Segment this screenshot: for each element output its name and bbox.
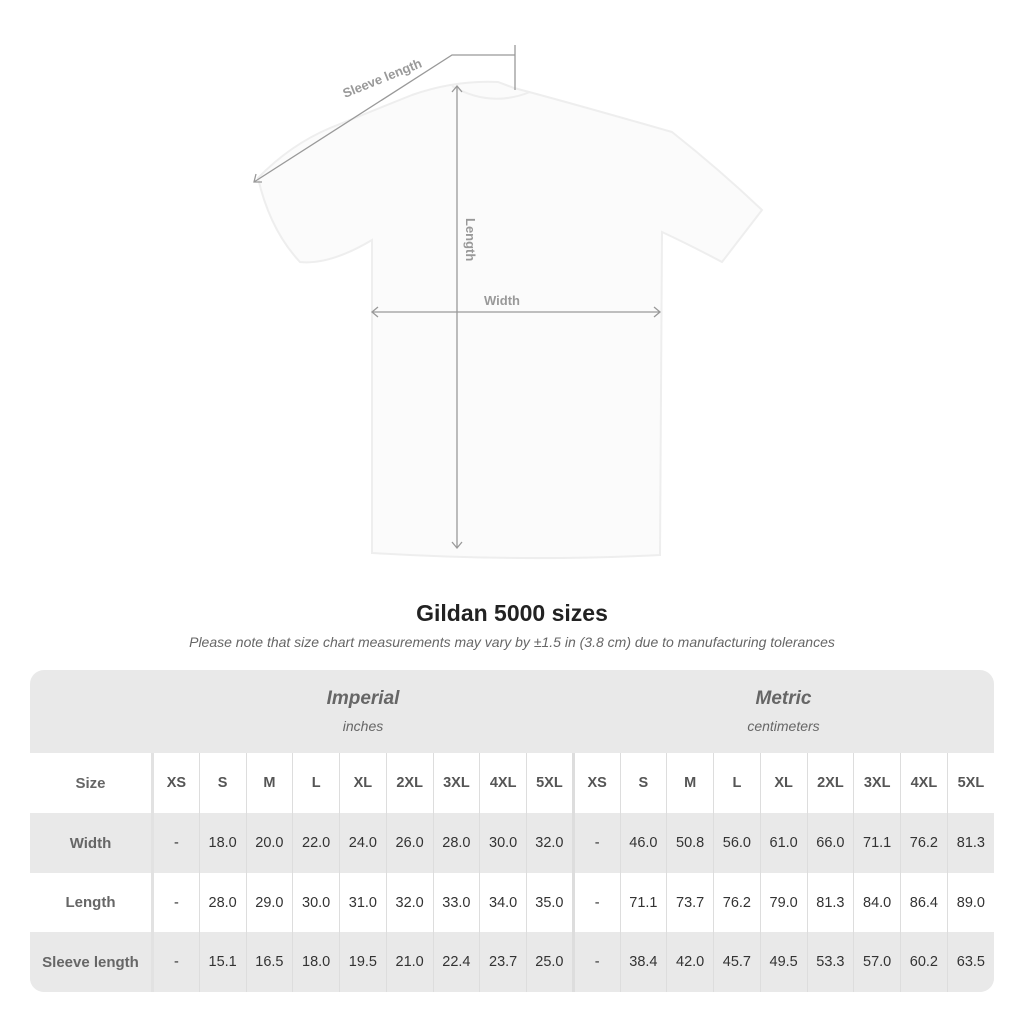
row-label: Width <box>30 813 154 873</box>
imperial-header: Imperial inches <box>153 688 573 734</box>
metric-value: 86.4 <box>900 873 948 932</box>
imperial-value: 26.0 <box>385 813 433 873</box>
size-col-header: XL <box>759 753 807 813</box>
metric-unit: centimeters <box>747 718 820 734</box>
metric-value: 50.8 <box>666 813 714 873</box>
imperial-value: 18.0 <box>292 932 340 992</box>
table-row: Length -28.0 29.0 30.0 31.0 32.0 33.0 34.0 35.0-… <box>30 873 994 932</box>
imperial-value: 25.0 <box>526 932 574 992</box>
size-col-header: XS <box>571 753 620 813</box>
imperial-value: 15.1 <box>198 932 246 992</box>
tolerance-note: Please note that size chart measurements… <box>189 634 835 650</box>
imperial-value: 16.5 <box>245 932 293 992</box>
size-col-header: S <box>619 753 667 813</box>
imperial-value: 30.0 <box>479 813 527 873</box>
metric-value: - <box>571 932 620 992</box>
size-col-header: L <box>713 753 761 813</box>
size-col-header: 3XL <box>853 753 901 813</box>
metric-value: 89.0 <box>946 873 994 932</box>
imperial-value: 31.0 <box>339 873 387 932</box>
imperial-value: 24.0 <box>339 813 387 873</box>
metric-title: Metric <box>755 688 812 709</box>
size-col-header: XL <box>339 753 387 813</box>
metric-value: 76.2 <box>713 873 761 932</box>
tshirt-shape <box>256 80 764 560</box>
size-col-header: 5XL <box>526 753 574 813</box>
size-col-header: 4XL <box>900 753 948 813</box>
metric-value: 57.0 <box>853 932 901 992</box>
size-col-header: 2XL <box>385 753 433 813</box>
metric-value: 63.5 <box>946 932 994 992</box>
metric-value: 42.0 <box>666 932 714 992</box>
imperial-value: 30.0 <box>292 873 340 932</box>
table-row: Sleeve length -15.1 16.5 18.0 19.5 21.0 22.4 23… <box>30 932 994 992</box>
size-table: Size XS S M L XL 2XL 3XL 4XL 5XL XS S M L XL 2XL 3XL 4XL 5… <box>30 753 994 992</box>
metric-value: 81.3 <box>946 813 994 873</box>
metric-value: 49.5 <box>759 932 807 992</box>
imperial-value: - <box>152 813 200 873</box>
imperial-value: 32.0 <box>526 813 574 873</box>
row-label: Sleeve length <box>30 932 154 992</box>
metric-value: 56.0 <box>713 813 761 873</box>
imperial-value: 35.0 <box>526 873 574 932</box>
imperial-value: - <box>152 873 200 932</box>
metric-value: - <box>571 873 620 932</box>
metric-value: 45.7 <box>713 932 761 992</box>
size-col-header: 5XL <box>946 753 994 813</box>
imperial-value: 28.0 <box>198 873 246 932</box>
metric-value: 79.0 <box>759 873 807 932</box>
size-col-header: M <box>245 753 293 813</box>
size-col-header: L <box>292 753 340 813</box>
width-label: Width <box>484 293 520 308</box>
metric-header: Metric centimeters <box>573 688 994 734</box>
size-col-header: 3XL <box>432 753 480 813</box>
metric-value: 60.2 <box>900 932 948 992</box>
header-row: Size XS S M L XL 2XL 3XL 4XL 5XL XS S M L XL 2XL 3XL 4XL 5… <box>30 753 994 813</box>
metric-value: - <box>571 813 620 873</box>
size-header: Size <box>30 753 154 813</box>
metric-value: 53.3 <box>806 932 854 992</box>
imperial-value: 18.0 <box>198 813 246 873</box>
metric-value: 38.4 <box>619 932 667 992</box>
imperial-unit: inches <box>342 718 384 734</box>
size-table-card: Imperial inches Metric centimeters Size X… <box>30 670 994 992</box>
metric-value: 61.0 <box>759 813 807 873</box>
imperial-value: - <box>152 932 200 992</box>
metric-value: 84.0 <box>853 873 901 932</box>
size-col-header: 4XL <box>479 753 527 813</box>
metric-value: 66.0 <box>806 813 854 873</box>
imperial-value: 32.0 <box>385 873 433 932</box>
row-label: Length <box>30 873 154 932</box>
imperial-value: 29.0 <box>245 873 293 932</box>
sleeve-length-arrow <box>253 54 515 183</box>
size-col-header: 2XL <box>806 753 854 813</box>
imperial-value: 22.0 <box>292 813 340 873</box>
metric-value: 73.7 <box>666 873 714 932</box>
size-col-header: S <box>198 753 246 813</box>
imperial-value: 20.0 <box>245 813 293 873</box>
size-col-header: M <box>666 753 714 813</box>
imperial-value: 28.0 <box>432 813 480 873</box>
chart-title: Gildan 5000 sizes <box>416 600 608 626</box>
imperial-value: 19.5 <box>339 932 387 992</box>
tshirt-diagram: Sleeve length Length Width <box>253 45 764 560</box>
table-row: Width -18.0 20.0 22.0 24.0 26.0 28.0 30.0 32.0-4… <box>30 813 994 873</box>
imperial-value: 34.0 <box>479 873 527 932</box>
imperial-value: 23.7 <box>479 932 527 992</box>
size-col-header: XS <box>152 753 200 813</box>
metric-value: 71.1 <box>853 813 901 873</box>
imperial-value: 33.0 <box>432 873 480 932</box>
metric-value: 46.0 <box>619 813 667 873</box>
metric-value: 76.2 <box>900 813 948 873</box>
imperial-value: 21.0 <box>385 932 433 992</box>
imperial-value: 22.4 <box>432 932 480 992</box>
length-label: Length <box>463 218 478 261</box>
sleeve-length-label: Sleeve length <box>341 55 424 100</box>
metric-value: 71.1 <box>619 873 667 932</box>
metric-value: 81.3 <box>806 873 854 932</box>
imperial-title: Imperial <box>326 688 400 709</box>
